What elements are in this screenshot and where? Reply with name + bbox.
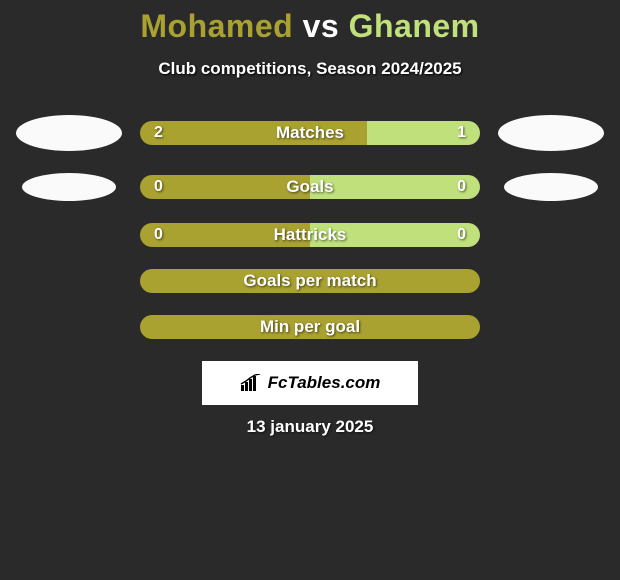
label-bar: Min per goal [140, 315, 480, 339]
stat-bar: 00Hattricks [140, 223, 480, 247]
label-only-rows: Goals per match Min per goal [0, 269, 620, 339]
stat-value-left: 0 [154, 178, 163, 196]
brand-badge: FcTables.com [202, 361, 418, 405]
player-avatar-right [504, 173, 598, 201]
bar-chart-icon [240, 374, 262, 392]
stat-row: 00Hattricks [0, 223, 620, 247]
avatar-slot-left [16, 115, 122, 151]
stat-row: 00Goals [0, 173, 620, 201]
avatar-slot-left [16, 173, 122, 201]
stat-bar-left: 0 [140, 175, 310, 199]
stat-bar: 00Goals [140, 175, 480, 199]
page-title: Mohamed vs Ghanem [0, 8, 620, 45]
stat-bar-right: 0 [310, 175, 480, 199]
date-label: 13 january 2025 [0, 417, 620, 437]
stat-value-right: 0 [457, 178, 466, 196]
brand-text: FcTables.com [268, 373, 381, 393]
label-row: Min per goal [0, 315, 620, 339]
stat-bar-left: 0 [140, 223, 310, 247]
stat-rows: 21Matches00Goals00Hattricks [0, 115, 620, 247]
stat-bar-right: 0 [310, 223, 480, 247]
title-right-name: Ghanem [339, 8, 479, 44]
stat-bar: 21Matches [140, 121, 480, 145]
comparison-card: Mohamed vs Ghanem Club competitions, Sea… [0, 0, 620, 437]
stat-row: 21Matches [0, 115, 620, 151]
label-row: Goals per match [0, 269, 620, 293]
player-avatar-left [22, 173, 116, 201]
avatar-slot-right [498, 115, 604, 151]
player-avatar-right [498, 115, 604, 151]
label-bar: Goals per match [140, 269, 480, 293]
stat-value-right: 0 [457, 226, 466, 244]
title-left-name: Mohamed [140, 8, 302, 44]
subtitle: Club competitions, Season 2024/2025 [0, 59, 620, 79]
stat-value-right: 1 [457, 124, 466, 142]
title-vs: vs [303, 8, 340, 44]
stat-bar-left: 2 [140, 121, 367, 145]
stat-bar-right: 1 [367, 121, 480, 145]
stat-value-left: 0 [154, 226, 163, 244]
stat-value-left: 2 [154, 124, 163, 142]
player-avatar-left [16, 115, 122, 151]
avatar-slot-right [498, 173, 604, 201]
